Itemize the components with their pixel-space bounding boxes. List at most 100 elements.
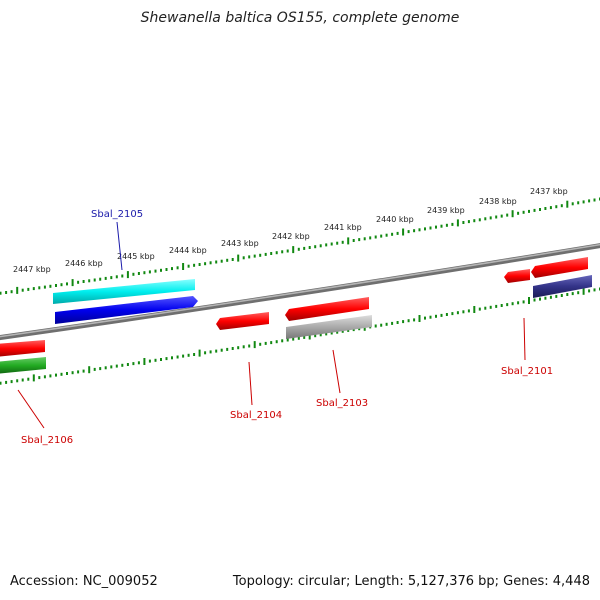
- minor-tick: [336, 330, 339, 334]
- minor-tick: [407, 230, 410, 234]
- minor-tick: [38, 286, 41, 290]
- minor-tick: [237, 346, 240, 350]
- minor-tick: [539, 297, 541, 301]
- gene-sbal-2101[interactable]: [504, 269, 530, 283]
- tick-label: 2438 kbp: [479, 197, 517, 206]
- minor-tick: [325, 332, 328, 336]
- minor-tick: [571, 292, 574, 296]
- gene-sbal-2106-green[interactable]: [0, 357, 46, 374]
- minor-tick: [10, 290, 13, 294]
- minor-tick: [286, 249, 289, 253]
- minor-tick: [588, 289, 591, 293]
- minor-tick: [209, 350, 212, 354]
- minor-tick: [358, 238, 361, 242]
- minor-tick: [264, 252, 267, 256]
- minor-tick: [165, 357, 168, 361]
- minor-tick: [549, 295, 552, 299]
- minor-tick: [21, 378, 24, 382]
- minor-tick: [5, 291, 8, 294]
- minor-tick: [418, 228, 421, 232]
- minor-tick: [489, 305, 492, 309]
- minor-tick: [198, 263, 201, 266]
- minor-tick: [424, 227, 426, 231]
- minor-tick: [204, 262, 207, 266]
- gene-label-sbal-2104: Sbal_2104: [230, 410, 282, 421]
- minor-tick: [231, 347, 234, 350]
- minor-tick: [60, 283, 63, 287]
- major-tick: [198, 349, 201, 357]
- minor-tick: [571, 202, 574, 206]
- minor-tick: [517, 301, 520, 305]
- minor-tick: [396, 231, 399, 235]
- minor-tick: [82, 369, 85, 373]
- major-tick: [456, 219, 459, 227]
- minor-tick: [413, 318, 416, 322]
- gene-sbal-2105-cyan[interactable]: [53, 279, 195, 304]
- minor-tick: [193, 263, 196, 267]
- minor-tick: [0, 381, 2, 385]
- minor-tick: [137, 272, 140, 275]
- minor-tick: [407, 319, 410, 323]
- upper-scale: [0, 197, 600, 295]
- minor-tick: [341, 240, 344, 244]
- minor-tick: [43, 285, 46, 289]
- minor-tick: [121, 274, 124, 278]
- minor-tick: [314, 334, 317, 338]
- gene-sbal-2105[interactable]: [55, 296, 198, 324]
- major-tick: [566, 200, 569, 208]
- gene-label-sbal-2106: Sbal_2106: [21, 435, 73, 446]
- minor-tick: [270, 341, 273, 345]
- minor-tick: [522, 210, 525, 214]
- gene-sbal-2101-navy[interactable]: [533, 275, 592, 298]
- minor-tick: [555, 294, 558, 298]
- minor-tick: [330, 331, 333, 335]
- minor-tick: [593, 288, 596, 292]
- minor-tick: [435, 314, 437, 318]
- minor-tick: [226, 258, 229, 262]
- minor-tick: [413, 229, 416, 233]
- minor-tick: [478, 218, 481, 222]
- minor-tick: [451, 222, 454, 226]
- minor-tick: [55, 284, 57, 287]
- minor-tick: [193, 353, 196, 356]
- gene-sbal-2104[interactable]: [216, 312, 269, 330]
- gene-sbal-2103-gray[interactable]: [286, 315, 372, 339]
- minor-tick: [171, 267, 173, 271]
- minor-tick: [308, 246, 311, 249]
- minor-tick: [429, 226, 432, 230]
- minor-tick: [593, 198, 596, 202]
- minor-tick: [511, 302, 514, 306]
- minor-tick: [533, 208, 536, 212]
- minor-tick: [330, 242, 333, 246]
- major-tick: [88, 366, 91, 374]
- major-tick: [143, 358, 146, 365]
- minor-tick: [506, 303, 509, 307]
- minor-tick: [77, 280, 80, 284]
- gene-sbal-2101-b[interactable]: [531, 257, 588, 278]
- minor-tick: [93, 278, 96, 282]
- minor-tick: [588, 199, 591, 203]
- gene-sbal-2103[interactable]: [285, 297, 369, 321]
- minor-tick: [500, 304, 503, 307]
- minor-tick: [154, 358, 157, 362]
- gene-sbal-2106[interactable]: [0, 340, 45, 357]
- minor-tick: [5, 380, 8, 384]
- minor-tick: [380, 234, 383, 238]
- minor-tick: [21, 288, 24, 292]
- minor-tick: [99, 277, 102, 281]
- minor-tick: [297, 247, 300, 251]
- major-tick: [347, 237, 350, 245]
- major-tick: [582, 287, 585, 295]
- minor-tick: [143, 271, 146, 275]
- minor-tick: [220, 348, 223, 352]
- minor-tick: [88, 279, 91, 283]
- minor-tick: [160, 268, 162, 272]
- minor-tick: [292, 337, 295, 341]
- minor-tick: [314, 245, 317, 249]
- minor-tick: [93, 367, 96, 371]
- minor-tick: [456, 311, 459, 315]
- minor-tick: [148, 270, 151, 274]
- minor-tick: [171, 356, 173, 360]
- minor-tick: [582, 200, 585, 204]
- gene-label-sbal-2105: Sbal_2105: [91, 209, 143, 220]
